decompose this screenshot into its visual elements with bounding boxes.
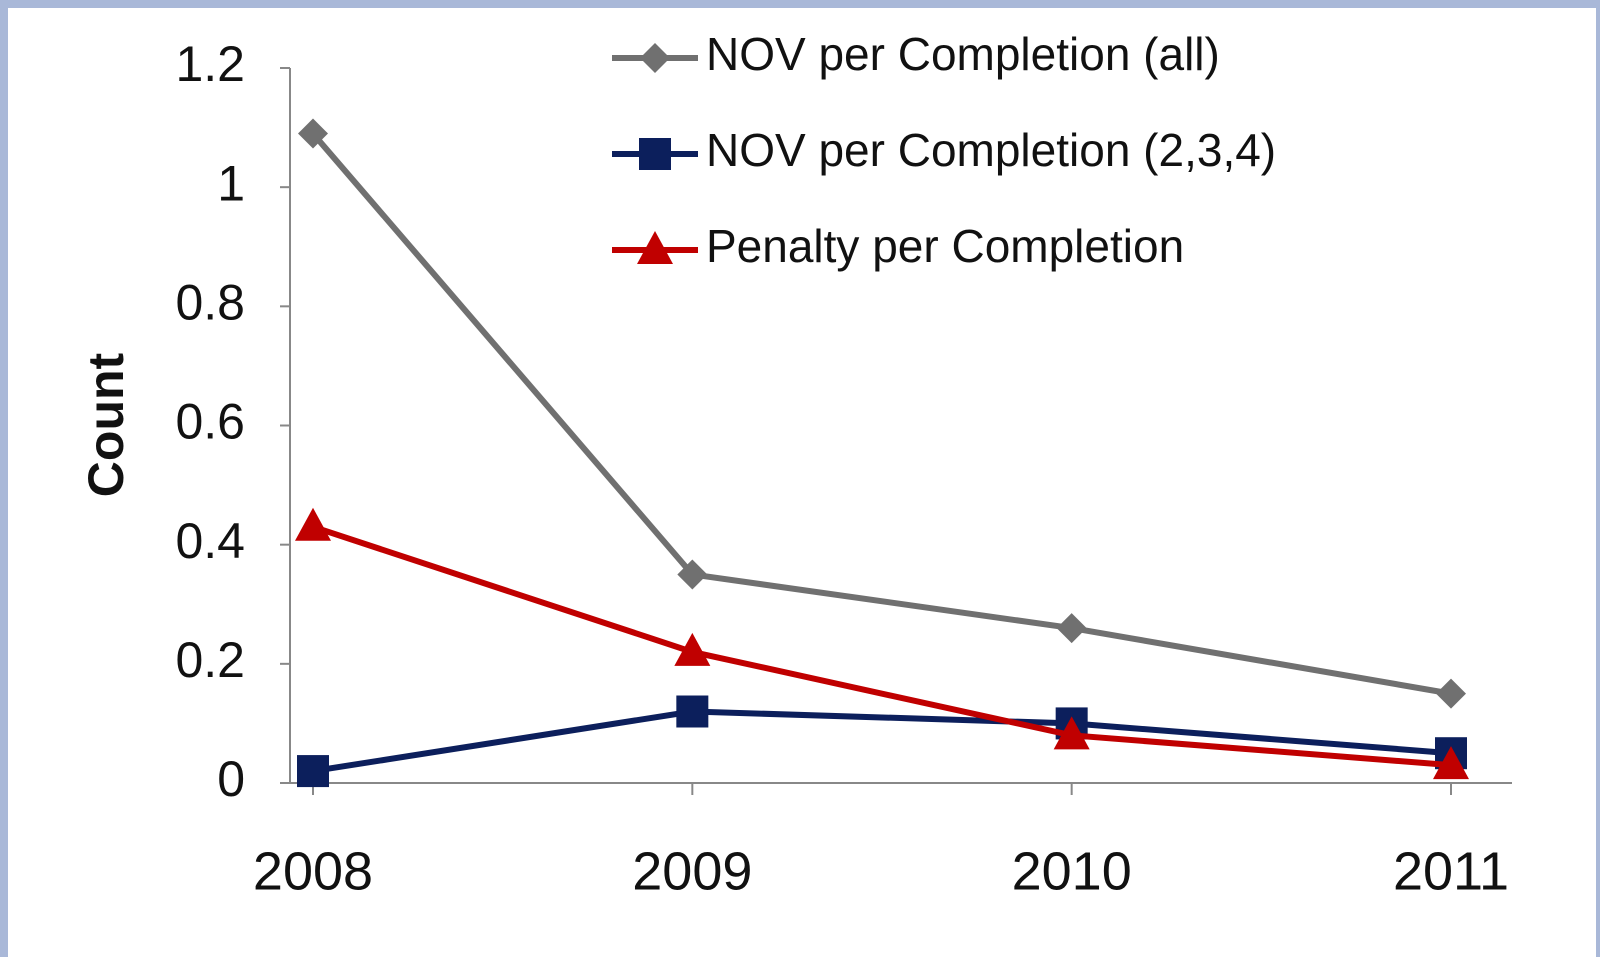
data-point — [1436, 678, 1466, 709]
series-line — [310, 131, 1452, 697]
x-tick-label: 2011 — [1393, 841, 1509, 901]
x-tick-label: 2008 — [253, 841, 373, 901]
legend-label: NOV per Completion (2,3,4) — [706, 124, 1276, 176]
legend-label: NOV per Completion (all) — [706, 28, 1220, 80]
data-point — [298, 118, 328, 149]
x-tick-label: 2010 — [1012, 841, 1132, 901]
legend-label: Penalty per Completion — [706, 220, 1184, 272]
data-point — [1433, 746, 1469, 780]
x-tick-label: 2009 — [632, 841, 752, 901]
data-point — [1053, 716, 1090, 750]
y-tick-label: 0.6 — [175, 394, 245, 450]
legend-marker — [637, 231, 673, 264]
data-point — [295, 507, 331, 541]
data-point — [676, 695, 709, 728]
data-point — [297, 755, 329, 788]
y-tick-label: 1 — [217, 155, 245, 211]
series-line — [312, 708, 1452, 775]
y-tick-label: 0.8 — [175, 275, 245, 331]
data-point — [1056, 613, 1087, 644]
y-tick-label: 0 — [217, 751, 245, 807]
y-axis-label: Count — [78, 352, 134, 497]
legend-marker — [639, 138, 671, 170]
legend-marker — [640, 43, 670, 73]
y-tick-label: 0.2 — [175, 632, 245, 688]
y-tick-label: 0.4 — [175, 513, 245, 569]
data-point — [674, 632, 711, 666]
data-point — [677, 559, 708, 590]
series-line — [312, 523, 1452, 769]
y-tick-label: 1.2 — [175, 36, 245, 92]
